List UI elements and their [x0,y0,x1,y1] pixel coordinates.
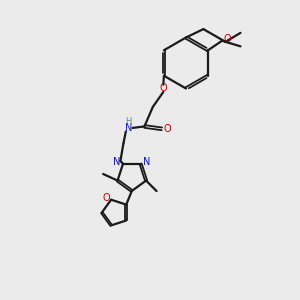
Text: O: O [102,193,110,203]
Text: N: N [124,123,132,133]
Text: N: N [113,157,121,167]
Text: H: H [125,117,131,126]
Text: O: O [224,34,231,44]
Text: O: O [160,83,167,93]
Text: O: O [164,124,171,134]
Text: N: N [143,157,150,167]
